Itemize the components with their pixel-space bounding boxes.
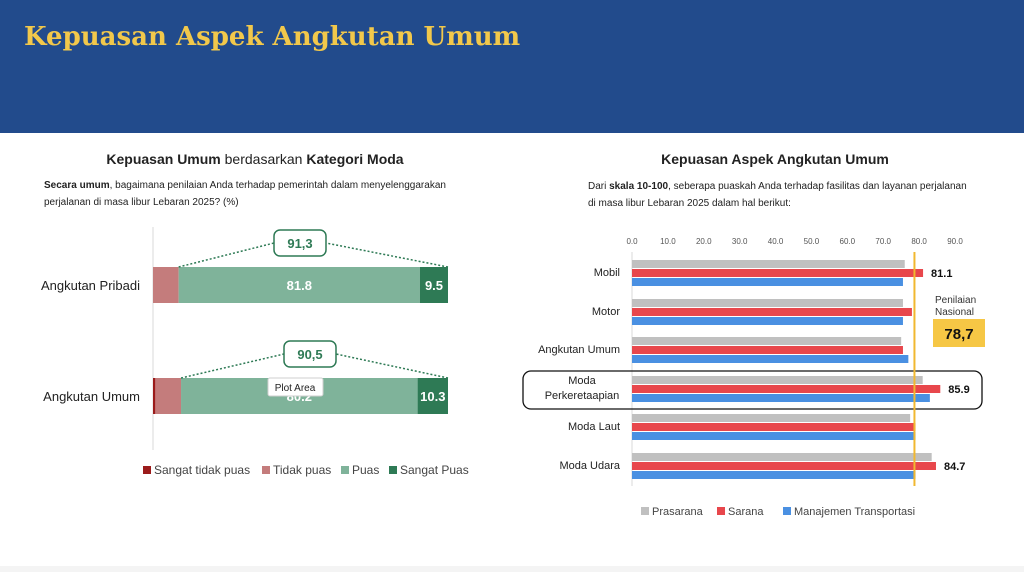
legend-swatch-0 — [641, 507, 649, 515]
legend-label-1: Sarana — [728, 506, 764, 518]
header-bar: Kepuasan Aspek Angkutan Umum — [0, 0, 1024, 133]
data-label-puas-0: 81.8 — [287, 278, 312, 293]
category-label-1: Motor — [592, 306, 620, 318]
legend-swatch-1 — [717, 507, 725, 515]
x-tick-label-0: 0.0 — [626, 237, 638, 246]
right-chart-subtitle: Dari skala 10-100, seberapa puaskah Anda… — [588, 178, 968, 212]
legend-swatch-2 — [783, 507, 791, 515]
tooltip-text: Plot Area — [275, 383, 316, 394]
legend-label-0: Sangat tidak puas — [154, 463, 250, 477]
category-label-5: Moda Udara — [559, 460, 620, 472]
bar-0-2 — [632, 278, 903, 286]
page-title: Kepuasan Aspek Angkutan Umum — [24, 22, 521, 52]
total-callout-value-1: 90,5 — [297, 347, 322, 362]
left-chart-subtitle: Secara umum, bagaimana penilaian Anda te… — [44, 177, 469, 211]
total-callout-box-0 — [273, 229, 327, 257]
tooltip-box — [267, 377, 324, 397]
x-tick-label-5: 50.0 — [804, 237, 820, 246]
left-subtitle-bold: Secara umum — [44, 180, 110, 191]
left-title-part-b: berdasarkan — [220, 151, 307, 167]
data-label-sangat-puas-1: 10.3 — [420, 389, 445, 404]
bar-segment-1-0 — [153, 378, 156, 414]
x-tick-label-1: 10.0 — [660, 237, 676, 246]
category-label-3-line2: Perkeretaapian — [545, 390, 620, 402]
bar-1-0 — [632, 299, 903, 307]
left-title-part-c: Kategori Moda — [306, 151, 404, 167]
x-tick-label-7: 70.0 — [875, 237, 891, 246]
left-title-part-a: Kepuasan Umum — [106, 151, 221, 167]
bar-4-0 — [632, 414, 911, 422]
highlight-frame — [522, 370, 983, 410]
reference-value-box — [933, 319, 985, 347]
bar-5-0 — [632, 453, 932, 461]
category-label-2: Angkutan Umum — [538, 344, 620, 356]
category-label-0: Mobil — [594, 267, 620, 279]
footer-strip — [0, 566, 1024, 572]
category-label-3-line1: Moda — [568, 375, 596, 387]
legend-swatch-2 — [341, 466, 349, 474]
bar-segment-1-3 — [417, 378, 448, 414]
bar-segment-0-3 — [419, 267, 448, 303]
x-tick-label-3: 30.0 — [732, 237, 748, 246]
right-chart-title: Kepuasan Aspek Angkutan Umum — [661, 151, 889, 167]
x-tick-label-9: 90.0 — [947, 237, 963, 246]
bar-1-2 — [632, 317, 903, 325]
category-label-0: Angkutan Pribadi — [41, 278, 140, 293]
category-label-4: Moda Laut — [568, 421, 620, 433]
bar-3-1 — [632, 385, 941, 393]
right-subtitle-b: , seberapa puaskah Anda terhadap fasilit… — [588, 181, 967, 209]
reference-label-line2: Nasional — [935, 307, 974, 318]
bar-3-2 — [632, 394, 930, 402]
bar-0-1 — [632, 269, 924, 277]
left-chart-title: Kepuasan Umum berdasarkan Kategori Moda — [40, 151, 470, 167]
right-subtitle-a: Dari — [588, 181, 610, 192]
total-callout-value-0: 91,3 — [287, 236, 312, 251]
plot-area-tooltip: Plot Area — [267, 377, 324, 397]
x-tick-label-8: 80.0 — [911, 237, 927, 246]
legend-label-2: Puas — [352, 463, 379, 477]
legend-swatch-3 — [389, 466, 397, 474]
value-label-0: 81.1 — [931, 268, 952, 280]
legend-swatch-1 — [262, 466, 270, 474]
x-tick-label-4: 40.0 — [768, 237, 784, 246]
bar-segment-1-1 — [155, 378, 182, 414]
reference-label-line1: Penilaian — [935, 295, 976, 306]
legend-label-1: Tidak puas — [273, 463, 331, 477]
total-connector-right-1 — [335, 353, 449, 379]
bar-2-2 — [632, 355, 909, 363]
bar-4-2 — [632, 432, 916, 440]
value-label-3: 85.9 — [948, 384, 969, 396]
category-label-1: Angkutan Umum — [43, 389, 140, 404]
bar-segment-0-1 — [153, 267, 179, 303]
data-label-sangat-puas-0: 9.5 — [425, 278, 443, 293]
bar-3-0 — [632, 376, 923, 384]
left-stacked-bar-chart: Angkutan Pribadi 81.8 9.5 91,3 Angkutan Umum… — [41, 227, 469, 477]
total-connector-right-0 — [325, 242, 449, 268]
bar-0-0 — [632, 260, 905, 268]
bar-1-1 — [632, 308, 912, 316]
right-subtitle-bold: skala 10-100 — [609, 181, 669, 192]
x-tick-label-2: 20.0 — [696, 237, 712, 246]
bar-2-1 — [632, 346, 903, 354]
total-callout-box-1 — [283, 340, 337, 368]
bar-2-0 — [632, 337, 902, 345]
legend-swatch-0 — [143, 466, 151, 474]
left-subtitle-text: , bagaimana penilaian Anda terhadap peme… — [44, 180, 446, 208]
legend-label-3: Sangat Puas — [400, 463, 469, 477]
legend-label-0: Prasarana — [652, 506, 704, 518]
bar-segment-0-2 — [178, 267, 420, 303]
x-tick-label-6: 60.0 — [840, 237, 856, 246]
total-connector-left-0 — [178, 242, 275, 268]
bar-5-1 — [632, 462, 936, 470]
right-grouped-bar-chart: 0.0 10.0 20.0 30.0 40.0 50.0 60.0 70.0 80.0 90.0 M… — [522, 237, 985, 518]
reference-value: 78,7 — [944, 326, 973, 343]
bar-4-1 — [632, 423, 916, 431]
legend-label-2: Manajemen Transportasi — [794, 506, 915, 518]
bar-5-2 — [632, 471, 916, 479]
total-connector-left-1 — [180, 353, 285, 379]
value-label-5: 84.7 — [944, 461, 965, 473]
